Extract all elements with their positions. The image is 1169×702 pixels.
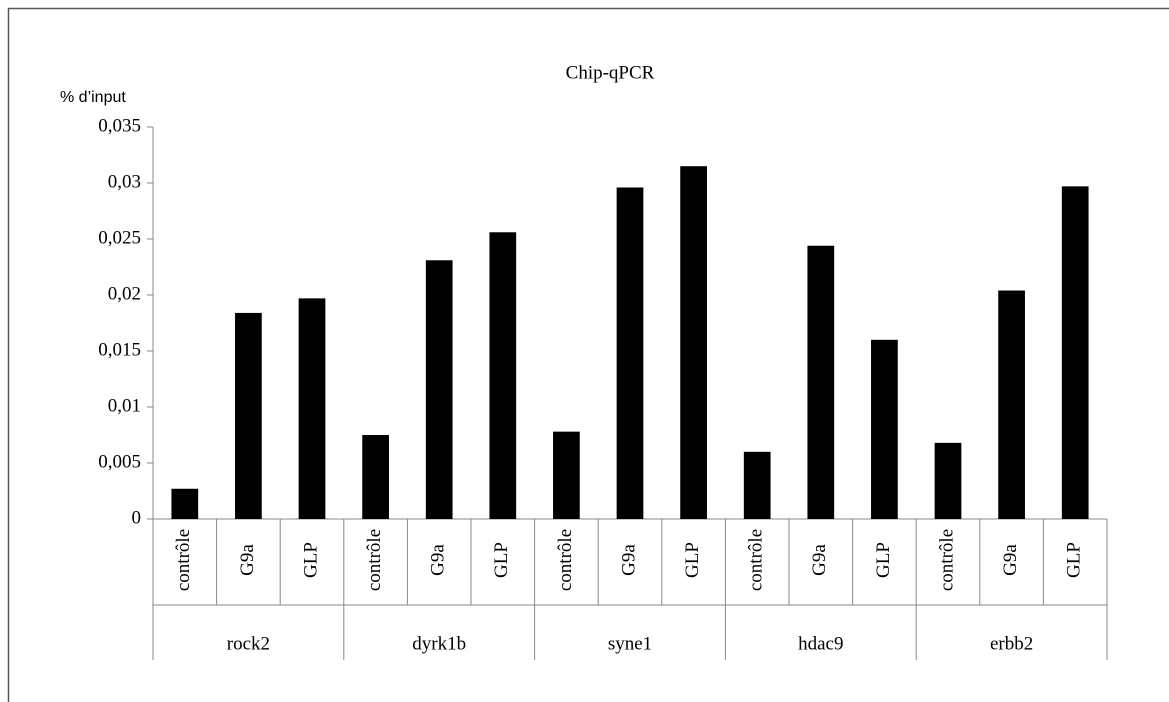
chart-title: Chip-qPCR [566,62,655,83]
x-tick-label: GLP [682,542,703,578]
x-tick-label: G9a [1000,544,1021,576]
x-tick-label: contrôle [555,529,576,591]
x-tick-label: contrôle [936,529,957,591]
bar [362,435,389,519]
x-tick-label: G9a [618,544,639,576]
bar [934,442,962,519]
x-tick-label: GLP [300,542,321,578]
x-tick-label: contrôle [746,529,767,591]
bar [171,488,199,519]
bar [489,232,517,519]
bar [298,298,326,519]
bar [425,260,453,519]
bar [680,166,707,519]
bar [235,312,262,519]
y-tick-label: 0,035 [98,115,141,136]
y-tick-label: 0,01 [108,395,141,416]
group-label: dyrk1b [412,633,466,654]
y-tick-label: 0,025 [98,227,141,248]
x-tick-label: G9a [428,544,449,576]
group-label: hdac9 [798,633,843,654]
frame [7,7,1169,702]
y-tick-label: 0,02 [108,283,141,304]
x-tick-label: contrôle [173,529,194,591]
bar [998,290,1025,519]
bar [616,187,644,520]
group-label: rock2 [227,633,270,654]
x-tick-label: G9a [809,544,830,576]
y-tick-label: 0,03 [108,171,141,192]
y-tick-label: 0 [132,507,142,528]
bar [1061,186,1089,520]
x-tick-label: GLP [873,542,894,578]
y-tick-label: 0,005 [98,451,141,472]
group-label: syne1 [608,633,652,654]
x-tick-label: GLP [1064,542,1085,578]
x-tick-label: GLP [491,542,512,578]
x-tick-label: contrôle [364,529,385,591]
bar [807,245,835,519]
x-tick-label: G9a [237,544,258,576]
y-tick-label: 0,015 [98,339,141,360]
bar [743,451,771,519]
y-axis-label: % d’input [60,89,126,106]
bar [871,339,898,519]
bar [553,431,580,519]
group-label: erbb2 [990,633,1033,654]
